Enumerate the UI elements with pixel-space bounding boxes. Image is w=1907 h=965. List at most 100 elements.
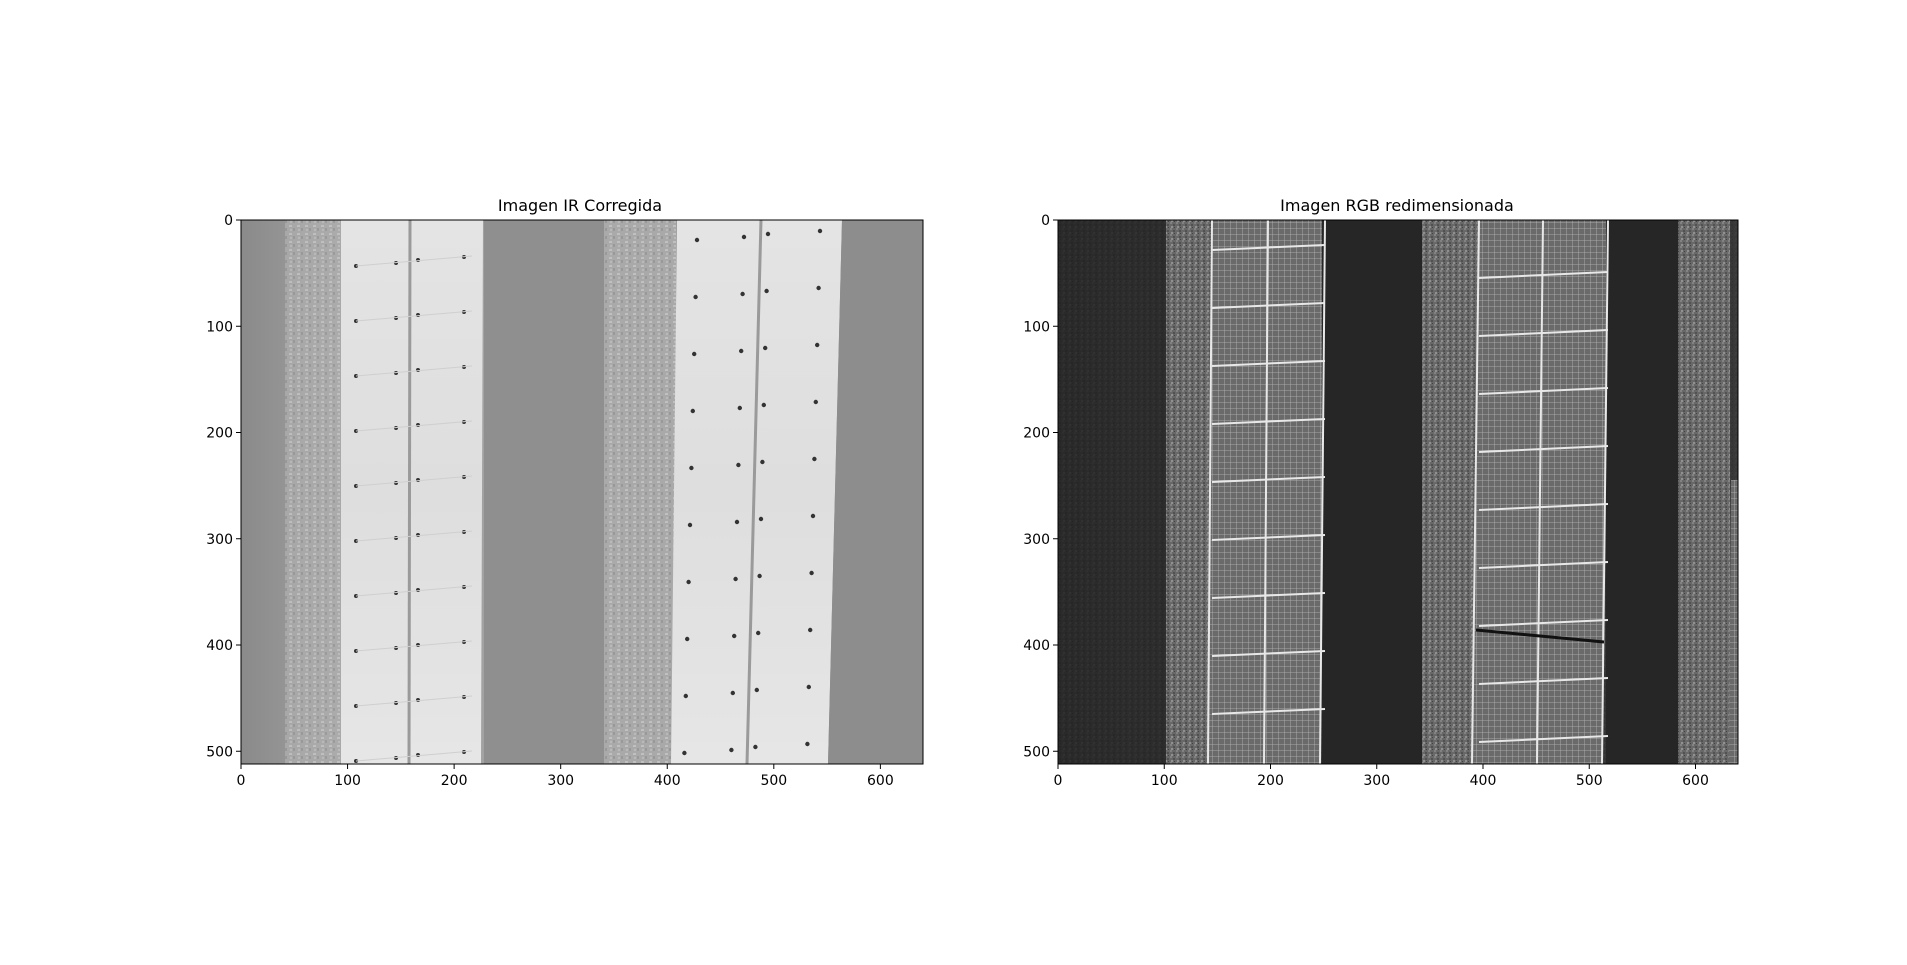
ir-hotspot-dot	[693, 294, 698, 300]
ir-hotspot-dot	[687, 522, 693, 528]
rgb-module-frame	[1211, 592, 1326, 599]
ir-module-seam	[355, 585, 473, 597]
rgb-module-frame	[1211, 244, 1326, 251]
y-tick-label: 300	[206, 532, 233, 548]
ir-hotspot-dot	[416, 808, 420, 812]
x-tick-label: 500	[1576, 773, 1603, 789]
ir-hotspot-dot	[689, 465, 694, 471]
rgb-module-frame	[1478, 271, 1609, 279]
y-tick-label: 300	[1023, 532, 1050, 548]
ir-module-seam	[355, 420, 473, 432]
rgb-module-frame	[1211, 418, 1326, 425]
ir-hotspot-dot	[757, 573, 762, 579]
y-tick-label: 200	[206, 426, 233, 442]
ir-hotspot-dot	[685, 636, 690, 642]
x-tick-label: 0	[237, 773, 246, 789]
rgb-module-frame	[1601, 220, 1609, 764]
ir-hotspot-dot	[806, 684, 811, 690]
ir-hotspot-dot	[754, 687, 759, 693]
x-tick-label: 500	[760, 773, 787, 789]
ir-hotspot-dot	[809, 570, 814, 576]
ir-hotspot-dot	[416, 588, 420, 592]
y-tick-label: 200	[1023, 426, 1050, 442]
x-tick-label: 100	[1151, 773, 1178, 789]
rgb-module-frame	[1211, 476, 1326, 483]
ir-hotspot-dot	[416, 698, 420, 702]
ir-module-seam	[355, 530, 473, 542]
ir-hotspot-dot	[416, 863, 420, 867]
ir-hotspot-dot	[732, 633, 737, 639]
ir-hotspot-dot	[728, 805, 732, 809]
rgb-module-frame	[1478, 503, 1609, 511]
y-tick-label: 500	[1023, 744, 1050, 760]
panel-title-ir: Imagen IR Corregida	[497, 196, 663, 215]
x-tick-label: 600	[867, 773, 894, 789]
ir-hotspot-dot	[729, 747, 734, 753]
ir-hotspot-dot	[808, 627, 813, 633]
rgb-module-frame	[1478, 561, 1609, 569]
y-tick-label: 0	[1041, 213, 1050, 229]
ir-module-seam	[355, 255, 473, 267]
ir-hotspot-dot	[815, 342, 820, 348]
x-tick-label: 300	[1363, 773, 1390, 789]
rgb-module-frame	[1478, 445, 1609, 453]
ir-module-seam	[355, 750, 473, 762]
ir-hotspot-dot	[416, 533, 420, 537]
ir-hotspot-dot	[733, 576, 738, 582]
ir-hotspot-dot	[394, 811, 398, 815]
ir-hotspot-dot	[354, 869, 358, 873]
ir-hotspot-dot	[752, 802, 756, 806]
ir-hotspot-dot	[813, 399, 818, 405]
rgb-module-frame	[1478, 387, 1609, 395]
ir-hotspot-dot	[354, 814, 358, 818]
rgb-module-frame	[1478, 329, 1609, 337]
ir-hotspot-dot	[737, 405, 742, 411]
ir-hotspot-dot	[686, 579, 691, 585]
ir-hotspot-dot	[740, 291, 745, 297]
rgb-module-frame	[1211, 650, 1326, 657]
ir-module-seam	[355, 695, 473, 707]
rgb-image	[1058, 220, 1738, 800]
ir-module-seam	[355, 640, 473, 652]
ir-hotspot-dot	[756, 630, 761, 636]
ir-hotspot-dot	[734, 519, 740, 525]
rgb-module-frame	[1212, 767, 1325, 772]
rgb-module-frame	[1319, 220, 1326, 764]
ir-hotspot-dot	[682, 750, 687, 756]
ir-hotspot-dot	[763, 345, 768, 351]
ir-hotspot-dot	[812, 456, 817, 462]
ir-image	[241, 220, 923, 873]
ir-hotspot-dot	[741, 234, 747, 240]
rgb-axes-frame	[1057, 219, 1739, 765]
ir-hotspot-dot	[681, 808, 685, 812]
y-tick-label: 100	[1023, 319, 1050, 335]
ir-hotspot-dot	[753, 744, 758, 750]
rgb-module-frame	[1211, 360, 1326, 367]
rgb-module-frame	[1263, 220, 1269, 764]
ir-hotspot-dot	[416, 313, 420, 317]
x-tick-label: 600	[1682, 773, 1709, 789]
rgb-module-frame	[1211, 534, 1326, 541]
ir-hotspot-dot	[804, 799, 808, 803]
y-tick-label: 400	[206, 638, 233, 654]
ir-hotspot-dot	[683, 693, 688, 699]
rgb-module-frame	[1479, 794, 1608, 800]
rgb-module-frame	[1478, 619, 1609, 627]
rgb-module-frame	[1536, 220, 1544, 764]
rgb-module-frame	[1471, 220, 1480, 764]
ir-hotspot-dot	[690, 408, 695, 414]
ir-hotspot-dot	[810, 513, 816, 519]
ir-hotspot-dot	[416, 478, 420, 482]
ir-hotspot-dot	[416, 423, 420, 427]
panel-title-rgb: Imagen RGB redimensionada	[1280, 196, 1514, 215]
ir-module-seam	[355, 475, 473, 487]
rgb-module-frame	[1211, 708, 1326, 715]
ir-hotspot-dot	[736, 462, 741, 468]
ir-hotspot-dot	[730, 690, 735, 696]
y-tick-label: 0	[224, 213, 233, 229]
y-tick-label: 100	[206, 319, 233, 335]
ir-hotspot-dot	[692, 351, 697, 357]
ir-hotspot-dot	[816, 285, 821, 291]
